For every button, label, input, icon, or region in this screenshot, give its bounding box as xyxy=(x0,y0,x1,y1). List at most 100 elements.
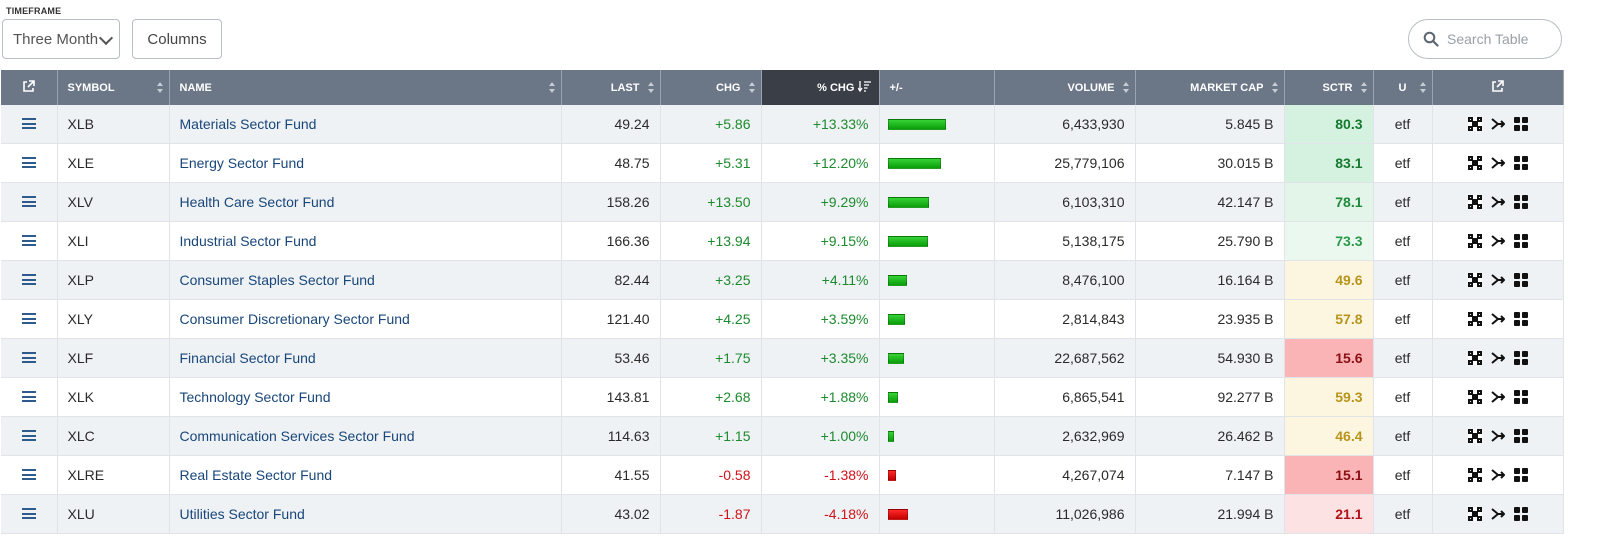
grid-icon[interactable] xyxy=(1513,468,1528,482)
grid-icon[interactable] xyxy=(1513,195,1528,209)
columns-button[interactable]: Columns xyxy=(132,19,222,59)
row-menu-button[interactable] xyxy=(1,455,58,495)
name-link[interactable]: Technology Sector Fund xyxy=(169,377,562,417)
grid-icon[interactable] xyxy=(1513,351,1528,365)
row-menu-button[interactable] xyxy=(1,182,58,222)
grid-icon[interactable] xyxy=(1513,390,1528,404)
sctr-cell: 73.3 xyxy=(1284,221,1374,261)
grid-icon[interactable] xyxy=(1513,156,1528,170)
col-header-plus-minus[interactable]: +/- xyxy=(879,70,995,105)
grid-icon[interactable] xyxy=(1513,234,1528,248)
change-bar xyxy=(887,274,907,286)
volume-cell: 2,632,969 xyxy=(994,416,1136,456)
name-link[interactable]: Consumer Discretionary Sector Fund xyxy=(169,299,562,339)
col-header-chg[interactable]: CHG xyxy=(660,70,762,105)
compare-icon[interactable] xyxy=(1490,429,1505,443)
col-header-name[interactable]: NAME xyxy=(169,70,562,105)
search-input[interactable] xyxy=(1445,30,1559,48)
col-header-volume[interactable]: VOLUME xyxy=(994,70,1136,105)
table-row: XLB Materials Sector Fund 49.24 +5.86 +1… xyxy=(1,105,1564,144)
pct-chg-cell: +3.59% xyxy=(761,299,880,339)
col-header-sctr[interactable]: SCTR xyxy=(1284,70,1374,105)
compare-icon[interactable] xyxy=(1490,468,1505,482)
compare-icon[interactable] xyxy=(1490,234,1505,248)
col-header-last[interactable]: LAST xyxy=(561,70,661,105)
grid-icon[interactable] xyxy=(1513,507,1528,521)
chg-cell: +13.94 xyxy=(660,221,762,261)
chg-cell: +1.15 xyxy=(660,416,762,456)
u-cell: etf xyxy=(1373,143,1433,183)
u-cell: etf xyxy=(1373,299,1433,339)
row-menu-button[interactable] xyxy=(1,377,58,417)
name-link[interactable]: Financial Sector Fund xyxy=(169,338,562,378)
popout-header[interactable] xyxy=(1,70,58,105)
name-link[interactable]: Utilities Sector Fund xyxy=(169,494,562,534)
change-bar-cell xyxy=(879,143,995,183)
compare-icon[interactable] xyxy=(1490,117,1505,131)
grid-icon[interactable] xyxy=(1513,117,1528,131)
grid-icon[interactable] xyxy=(1513,429,1528,443)
name-link[interactable]: Industrial Sector Fund xyxy=(169,221,562,261)
compare-icon[interactable] xyxy=(1490,156,1505,170)
market-cap-cell: 42.147 B xyxy=(1135,182,1285,222)
search-box[interactable] xyxy=(1408,19,1562,59)
name-link[interactable]: Consumer Staples Sector Fund xyxy=(169,260,562,300)
compare-icon[interactable] xyxy=(1490,312,1505,326)
col-header-market-cap[interactable]: MARKET CAP xyxy=(1135,70,1285,105)
chart-icon[interactable] xyxy=(1467,273,1482,287)
chart-icon[interactable] xyxy=(1467,156,1482,170)
popout-header-right[interactable] xyxy=(1432,70,1564,105)
chart-icon[interactable] xyxy=(1467,117,1482,131)
chart-icon[interactable] xyxy=(1467,195,1482,209)
symbol-cell: XLK xyxy=(57,377,170,417)
change-bar-cell xyxy=(879,494,995,534)
chart-icon[interactable] xyxy=(1467,390,1482,404)
change-bar-cell xyxy=(879,377,995,417)
compare-icon[interactable] xyxy=(1490,507,1505,521)
change-bar-cell xyxy=(879,182,995,222)
row-menu-button[interactable] xyxy=(1,221,58,261)
chart-icon[interactable] xyxy=(1467,234,1482,248)
symbol-cell: XLV xyxy=(57,182,170,222)
col-header-pct-chg[interactable]: % CHG xyxy=(761,70,880,105)
grid-icon[interactable] xyxy=(1513,312,1528,326)
symbol-cell: XLC xyxy=(57,416,170,456)
row-menu-button[interactable] xyxy=(1,416,58,456)
row-menu-button[interactable] xyxy=(1,494,58,534)
row-menu-button[interactable] xyxy=(1,260,58,300)
name-link[interactable]: Materials Sector Fund xyxy=(169,105,562,144)
row-menu-button[interactable] xyxy=(1,299,58,339)
market-cap-cell: 26.462 B xyxy=(1135,416,1285,456)
name-link[interactable]: Real Estate Sector Fund xyxy=(169,455,562,495)
chart-icon[interactable] xyxy=(1467,468,1482,482)
name-link[interactable]: Energy Sector Fund xyxy=(169,143,562,183)
timeframe-select[interactable]: Three Month xyxy=(2,19,120,59)
row-menu-button[interactable] xyxy=(1,143,58,183)
u-cell: etf xyxy=(1373,221,1433,261)
volume-cell: 8,476,100 xyxy=(994,260,1136,300)
compare-icon[interactable] xyxy=(1490,195,1505,209)
volume-cell: 6,103,310 xyxy=(994,182,1136,222)
chart-icon[interactable] xyxy=(1467,429,1482,443)
chart-icon[interactable] xyxy=(1467,507,1482,521)
actions-cell xyxy=(1432,455,1564,495)
chart-icon[interactable] xyxy=(1467,351,1482,365)
col-header-symbol[interactable]: SYMBOL xyxy=(57,70,170,105)
row-menu-button[interactable] xyxy=(1,105,58,144)
compare-icon[interactable] xyxy=(1490,351,1505,365)
change-bar-cell xyxy=(879,338,995,378)
sctr-cell: 59.3 xyxy=(1284,377,1374,417)
col-header-u[interactable]: U xyxy=(1373,70,1433,105)
pct-chg-cell: +1.88% xyxy=(761,377,880,417)
row-menu-button[interactable] xyxy=(1,338,58,378)
name-link[interactable]: Communication Services Sector Fund xyxy=(169,416,562,456)
volume-cell: 2,814,843 xyxy=(994,299,1136,339)
compare-icon[interactable] xyxy=(1490,273,1505,287)
grid-icon[interactable] xyxy=(1513,273,1528,287)
table-row: XLI Industrial Sector Fund 166.36 +13.94… xyxy=(1,221,1564,261)
u-cell: etf xyxy=(1373,494,1433,534)
chart-icon[interactable] xyxy=(1467,312,1482,326)
compare-icon[interactable] xyxy=(1490,390,1505,404)
sctr-cell: 46.4 xyxy=(1284,416,1374,456)
name-link[interactable]: Health Care Sector Fund xyxy=(169,182,562,222)
